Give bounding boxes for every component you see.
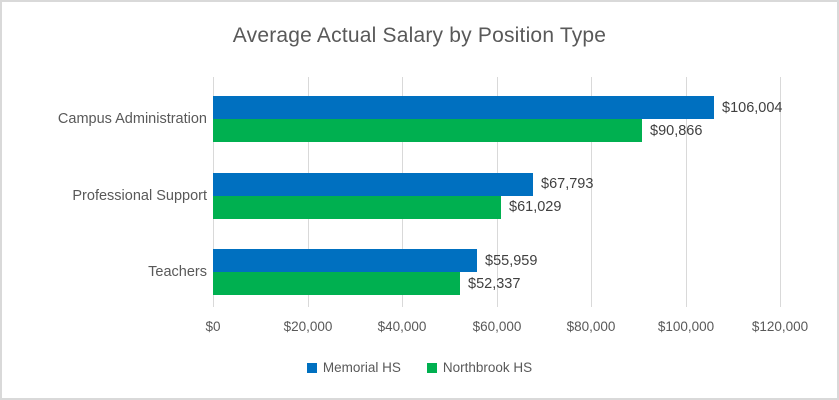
legend-swatch — [426, 362, 437, 373]
bar — [213, 249, 477, 272]
data-label: $106,004 — [722, 100, 783, 116]
plot-area: $106,004 $90,866 $67,793 $61,029 $55,959 $52,… — [213, 77, 783, 307]
gridline — [780, 77, 781, 307]
legend-item: Memorial HS — [306, 360, 401, 375]
gridline — [686, 77, 687, 307]
legend-item: Northbrook HS — [426, 360, 533, 375]
x-tick-label: $120,000 — [751, 319, 809, 334]
gridline — [591, 77, 592, 307]
category-label: Professional Support — [72, 188, 207, 204]
x-tick-label: $20,000 — [283, 319, 333, 334]
x-tick-label: $100,000 — [657, 319, 715, 334]
category-label: Teachers — [148, 264, 207, 280]
legend-label: Memorial HS — [322, 360, 401, 375]
bar — [213, 96, 714, 119]
bar — [213, 196, 501, 219]
x-tick-label: $40,000 — [377, 319, 427, 334]
legend-label: Northbrook HS — [442, 360, 533, 375]
x-tick-label: $60,000 — [472, 319, 522, 334]
category-label: Campus Administration — [57, 111, 207, 127]
data-label: $52,337 — [468, 276, 521, 292]
data-label: $61,029 — [509, 199, 562, 215]
bar — [213, 119, 642, 142]
data-label: $90,866 — [650, 123, 703, 139]
x-tick-label: $80,000 — [566, 319, 616, 334]
data-label: $67,793 — [541, 176, 594, 192]
legend: Memorial HS Northbrook HS — [2, 360, 837, 375]
chart-title: Average Actual Salary by Position Type — [232, 24, 607, 47]
bar — [213, 173, 533, 196]
data-label: $55,959 — [485, 253, 538, 269]
legend-swatch — [306, 362, 317, 373]
bar — [213, 272, 460, 295]
x-tick-label: $0 — [205, 319, 221, 334]
